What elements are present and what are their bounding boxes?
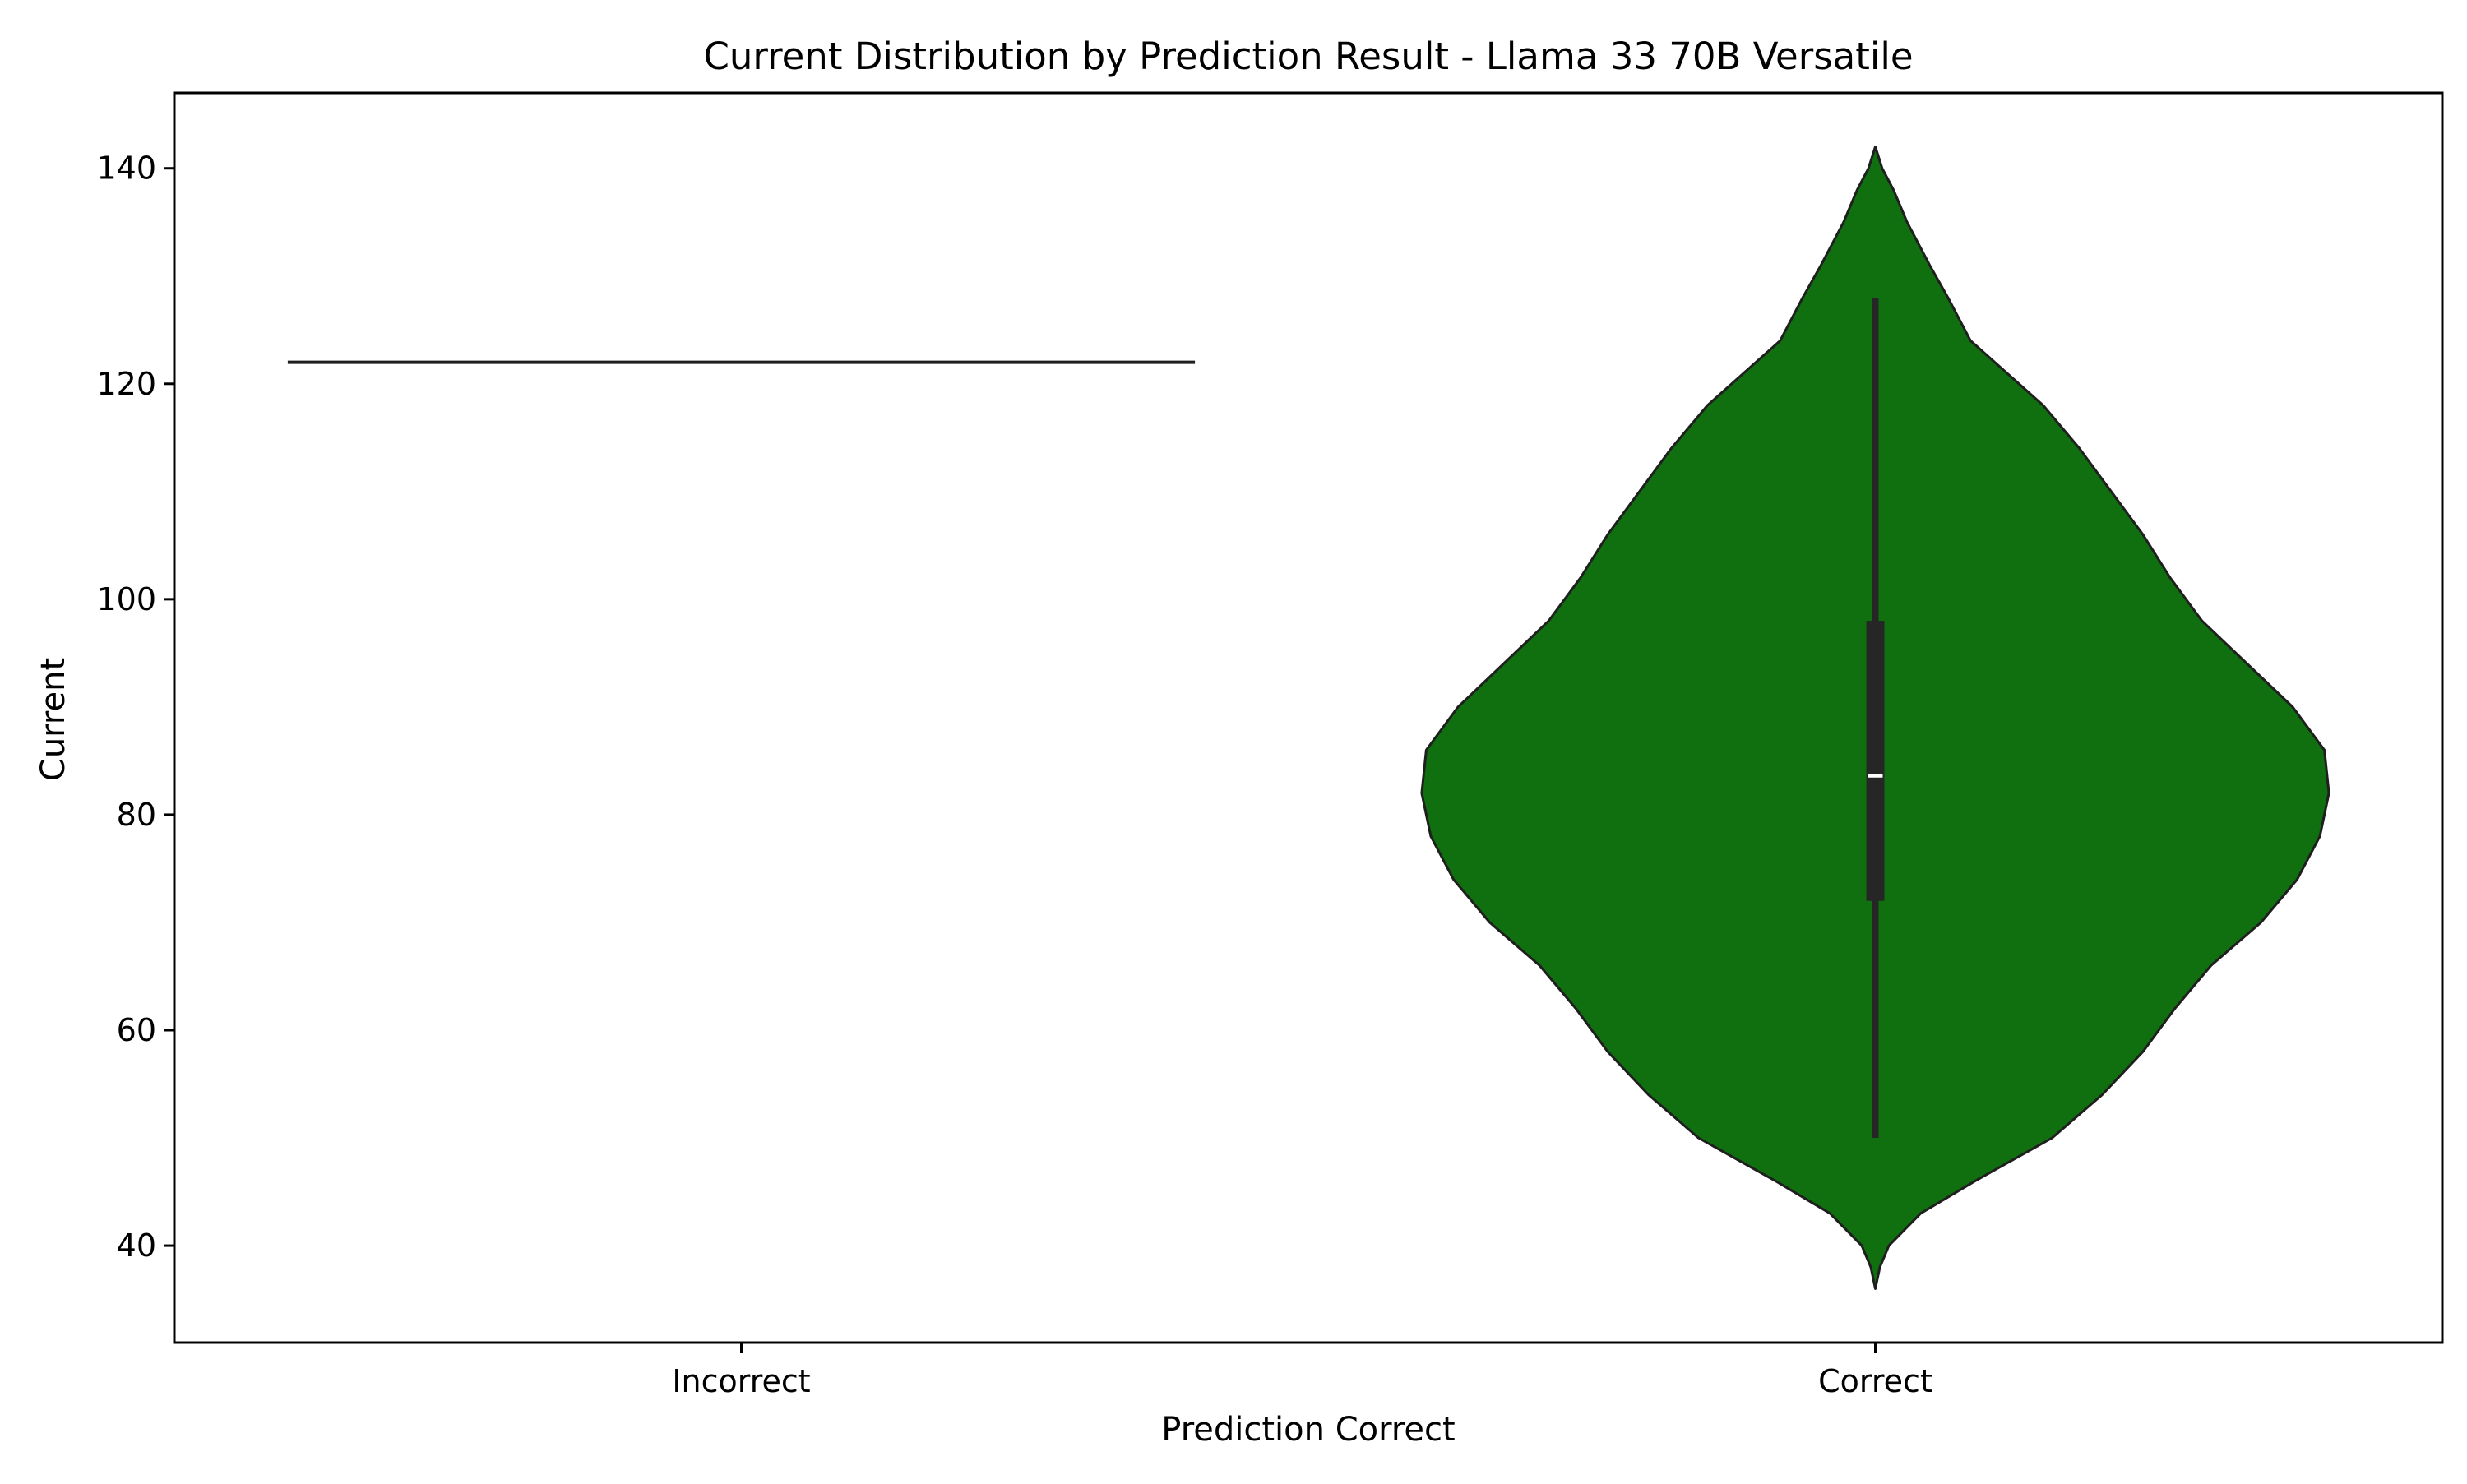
plot-area: 40 60 80 100 120 140 Incorrect Correct [96,91,2444,1399]
chart-title: Current Distribution by Prediction Resul… [703,35,1913,78]
x-tick-label-correct: Correct [1818,1363,1932,1399]
y-tick-label-120: 120 [96,366,156,402]
plot-frame [173,91,2444,1344]
y-tick-label-60: 60 [117,1012,156,1048]
y-tick-label-140: 140 [96,150,156,187]
x-axis-label: Prediction Correct [1161,1411,1455,1449]
y-axis-label: Current [35,658,72,781]
iqr-box-correct [1866,621,1885,901]
y-tick-label-100: 100 [96,581,156,617]
y-tick-label-80: 80 [117,797,156,833]
y-tick-label-40: 40 [117,1227,156,1264]
x-tick-label-incorrect: Incorrect [672,1363,810,1399]
